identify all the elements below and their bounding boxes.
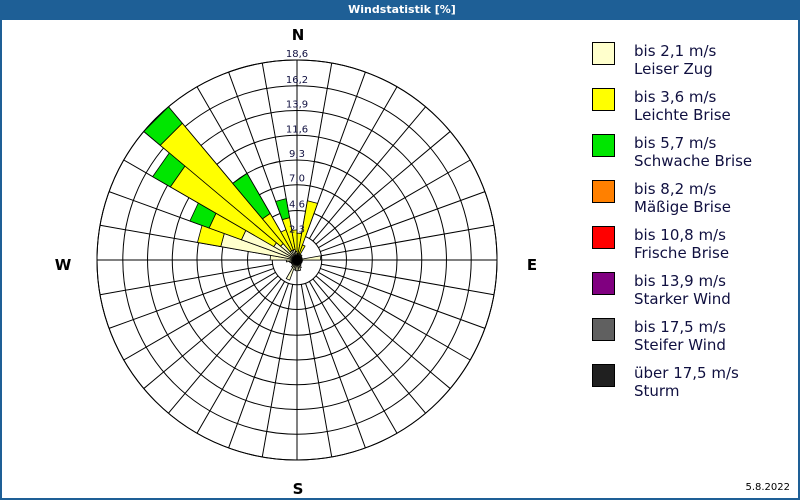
- legend-speed: bis 8,2 m/s: [634, 180, 717, 198]
- legend-speed: bis 2,1 m/s: [634, 42, 717, 60]
- direction-north-label: N: [292, 26, 305, 44]
- petal-segment: [232, 172, 271, 220]
- legend-speed: bis 3,6 m/s: [634, 88, 717, 106]
- legend-name: Steifer Wind: [634, 336, 726, 354]
- legend-speed: bis 5,7 m/s: [634, 134, 717, 152]
- legend-name: Schwache Brise: [634, 152, 753, 170]
- ring-value-label: 4,6: [289, 200, 305, 211]
- direction-south-label: S: [293, 480, 304, 498]
- legend-swatch: [592, 318, 615, 341]
- legend-swatch: [592, 180, 615, 203]
- legend-swatch: [592, 272, 615, 295]
- ring-value-label: 9,3: [289, 149, 305, 160]
- legend-name: Frische Brise: [634, 244, 730, 262]
- legend-name: Sturm: [634, 382, 680, 400]
- legend-name: Starker Wind: [634, 290, 731, 308]
- petal-segment: [296, 255, 322, 261]
- legend-swatch: [592, 226, 615, 249]
- direction-east-label: E: [527, 256, 537, 274]
- legend-swatch: [592, 134, 615, 157]
- legend-swatch: [592, 364, 615, 387]
- legend-speed: bis 13,9 m/s: [634, 272, 726, 290]
- legend-name: Mäßige Brise: [634, 198, 731, 216]
- legend-name: Leichte Brise: [634, 106, 731, 124]
- legend-speed: über 17,5 m/s: [634, 364, 739, 382]
- legend-speed: bis 17,5 m/s: [634, 318, 726, 336]
- direction-west-label: W: [55, 256, 72, 274]
- ring-labels: 2,3 4,6 7,0 9,3 11,6 13,9 16,2 18,6: [286, 49, 308, 235]
- petal-segment: [275, 198, 290, 221]
- wind-petals: [143, 106, 322, 281]
- legend-speed: bis 10,8 m/s: [634, 226, 726, 244]
- ring-value-label: 11,6: [286, 124, 308, 135]
- ring-value-label: 13,9: [286, 100, 308, 111]
- legend-swatch: [592, 42, 615, 65]
- petal-segment: [291, 229, 298, 252]
- window-title: Windstatistik [%]: [2, 0, 800, 20]
- ring-value-label: 16,2: [286, 75, 308, 86]
- ring-value-label: 18,6: [286, 49, 308, 60]
- ring-value-label: 2,3: [289, 224, 305, 235]
- ring-value-label: 7,0: [289, 174, 305, 185]
- legend-name: Leiser Zug: [634, 60, 713, 78]
- petal-segment: [143, 106, 183, 146]
- date-label: 5.8.2022: [745, 482, 790, 493]
- legend-swatch: [592, 88, 615, 111]
